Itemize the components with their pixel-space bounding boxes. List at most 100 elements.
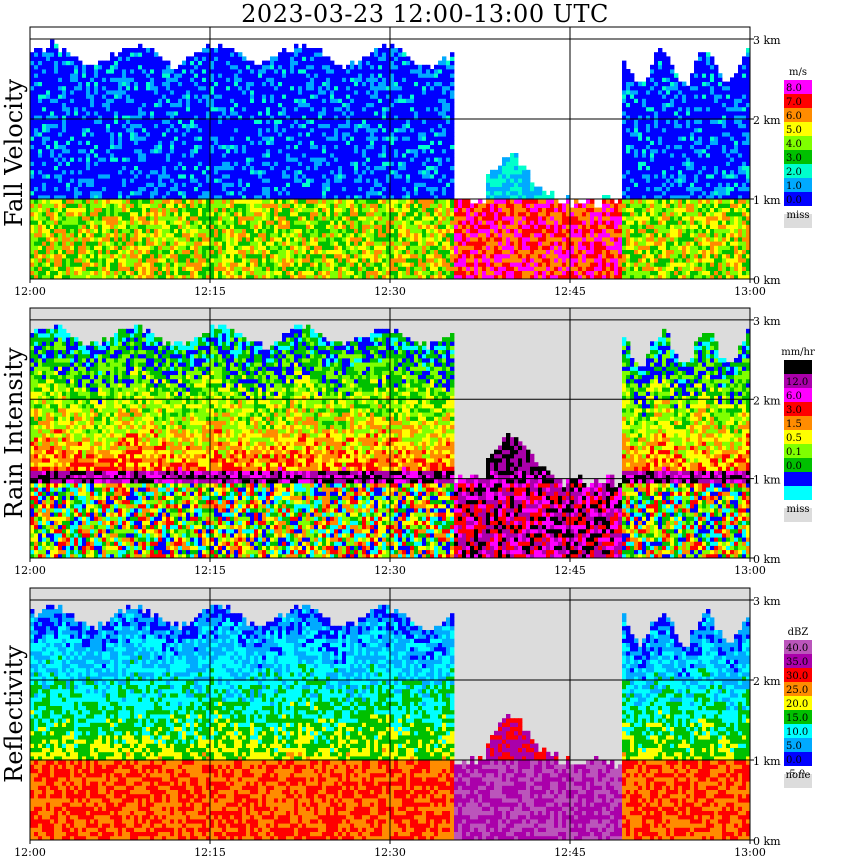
- heatmap-cell: [30, 153, 35, 158]
- heatmap-cell: [70, 90, 75, 95]
- heatmap-cell: [374, 266, 379, 271]
- heatmap-cell: [302, 140, 307, 145]
- heatmap-cell: [402, 245, 407, 250]
- heatmap-cell: [78, 144, 83, 150]
- heatmap-cell: [214, 81, 219, 87]
- heatmap-cell: [230, 161, 235, 166]
- heatmap-cell: [262, 178, 267, 183]
- heatmap-cell: [402, 228, 407, 234]
- heatmap-cell: [54, 52, 59, 57]
- heatmap-cell: [162, 123, 167, 129]
- heatmap-cell: [30, 85, 35, 91]
- heatmap-cell: [358, 90, 363, 95]
- heatmap-cell: [110, 127, 115, 133]
- heatmap-cell: [226, 174, 231, 179]
- heatmap-cell: [358, 115, 363, 120]
- heatmap-cell: [146, 195, 151, 200]
- heatmap-cell: [386, 77, 391, 82]
- heatmap-cell: [70, 274, 75, 280]
- heatmap-cell: [290, 119, 295, 124]
- heatmap-cell: [50, 144, 55, 150]
- heatmap-cell: [222, 136, 227, 141]
- heatmap-cell: [58, 140, 63, 145]
- heatmap-cell: [130, 224, 135, 229]
- heatmap-cell: [342, 77, 347, 82]
- heatmap-cell: [186, 253, 191, 259]
- heatmap-cell: [218, 98, 223, 103]
- heatmap-cell: [82, 102, 87, 108]
- heatmap-cell: [130, 90, 135, 95]
- heatmap-cell: [134, 195, 139, 200]
- heatmap-cell: [290, 174, 295, 179]
- heatmap-cell: [34, 186, 39, 192]
- heatmap-cell: [110, 228, 115, 234]
- heatmap-cell: [166, 81, 171, 87]
- heatmap-cell: [70, 77, 75, 82]
- heatmap-cell: [246, 81, 251, 87]
- heatmap-cell: [306, 48, 311, 53]
- heatmap-cell: [214, 85, 219, 91]
- heatmap-cell: [214, 199, 219, 204]
- heatmap-cell: [102, 119, 107, 124]
- heatmap-cell: [134, 266, 139, 271]
- heatmap-cell: [186, 98, 191, 103]
- heatmap-cell: [238, 258, 243, 263]
- heatmap-cell: [286, 60, 291, 66]
- heatmap-cell: [390, 195, 395, 200]
- heatmap-cell: [142, 190, 147, 196]
- heatmap-cell: [302, 195, 307, 200]
- heatmap-cell: [398, 165, 403, 171]
- heatmap-cell: [250, 274, 255, 280]
- heatmap-cell: [134, 270, 139, 276]
- heatmap-cell: [126, 241, 131, 246]
- heatmap-cell: [58, 216, 63, 221]
- heatmap-cell: [202, 153, 207, 158]
- heatmap-cell: [106, 140, 111, 145]
- heatmap-cell: [46, 56, 51, 61]
- heatmap-cell: [258, 123, 263, 129]
- heatmap-cell: [354, 165, 359, 171]
- heatmap-cell: [354, 119, 359, 124]
- heatmap-cell: [254, 270, 259, 276]
- heatmap-cell: [170, 165, 175, 171]
- heatmap-cell: [354, 224, 359, 229]
- heatmap-cell: [346, 195, 351, 200]
- heatmap-cell: [310, 253, 315, 259]
- heatmap-cell: [214, 64, 219, 70]
- heatmap-cell: [330, 207, 335, 213]
- heatmap-cell: [198, 253, 203, 259]
- heatmap-cell: [170, 253, 175, 259]
- heatmap-cell: [238, 161, 243, 166]
- heatmap-cell: [118, 148, 123, 154]
- heatmap-cell: [266, 81, 271, 87]
- heatmap-cell: [54, 245, 59, 250]
- heatmap-cell: [94, 211, 99, 217]
- heatmap-cell: [178, 253, 183, 259]
- heatmap-cell: [214, 60, 219, 66]
- heatmap-cell: [110, 174, 115, 179]
- heatmap-cell: [394, 98, 399, 103]
- heatmap-cell: [122, 148, 127, 154]
- heatmap-cell: [78, 237, 83, 242]
- heatmap-cell: [294, 81, 299, 87]
- heatmap-cell: [34, 211, 39, 217]
- heatmap-cell: [330, 258, 335, 263]
- heatmap-cell: [286, 56, 291, 61]
- heatmap-cell: [330, 69, 335, 74]
- heatmap-cell: [278, 144, 283, 150]
- heatmap-cell: [390, 85, 395, 91]
- heatmap-cell: [246, 190, 251, 196]
- heatmap-cell: [38, 157, 43, 162]
- heatmap-cell: [98, 270, 103, 276]
- heatmap-cell: [310, 232, 315, 238]
- heatmap-cell: [74, 136, 79, 141]
- heatmap-cell: [322, 165, 327, 171]
- heatmap-cell: [114, 266, 119, 271]
- heatmap-cell: [138, 224, 143, 229]
- heatmap-cell: [70, 111, 75, 116]
- heatmap-cell: [118, 174, 123, 179]
- heatmap-cell: [86, 69, 91, 74]
- heatmap-cell: [118, 60, 123, 66]
- heatmap-cell: [246, 69, 251, 74]
- heatmap-cell: [250, 241, 255, 246]
